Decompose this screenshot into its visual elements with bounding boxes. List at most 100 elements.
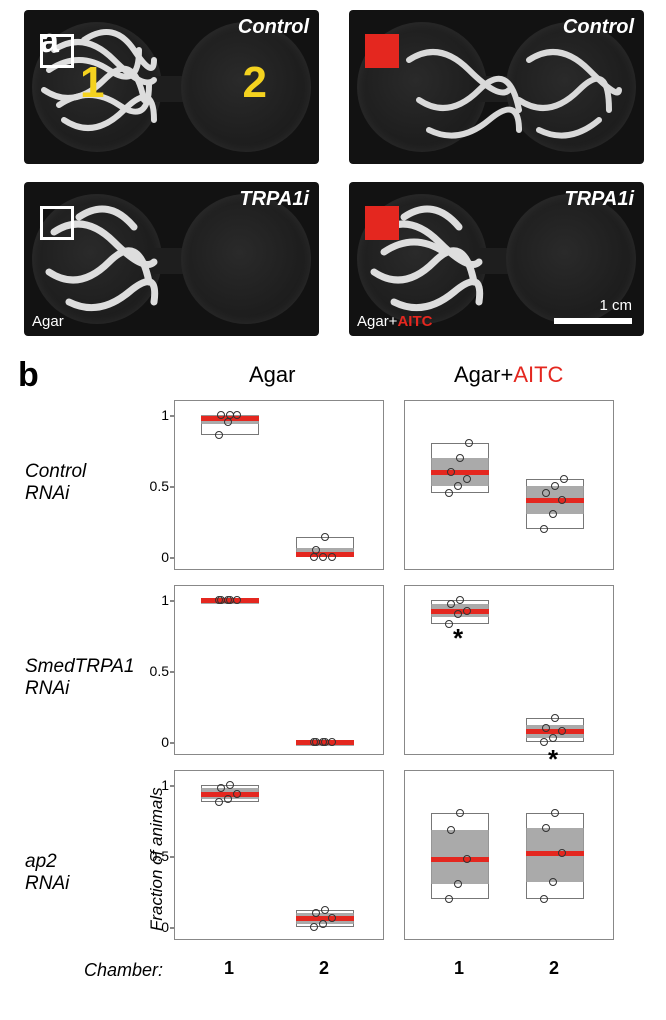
- data-point: [321, 906, 329, 914]
- data-point: [463, 855, 471, 863]
- data-point: [321, 738, 329, 746]
- data-point: [551, 482, 559, 490]
- scalebar: [554, 318, 632, 324]
- chamber-num-1: 1: [224, 958, 234, 979]
- chamber-num-2: 2: [549, 958, 559, 979]
- x-axis-label: Chamber:: [84, 960, 163, 981]
- data-point: [560, 475, 568, 483]
- y-tick: 0: [161, 919, 169, 935]
- panel-a-row-top: 1 2 Control: [24, 10, 644, 164]
- aitc-marker-filled: [365, 206, 399, 240]
- y-tick-mark: [170, 557, 175, 559]
- median-line: [431, 857, 489, 862]
- y-tick-mark: [170, 600, 175, 602]
- y-tick-mark: [170, 486, 175, 488]
- median-line: [526, 851, 584, 856]
- data-point: [226, 596, 234, 604]
- panel-a: a 1 2 Co: [24, 10, 644, 354]
- data-point: [215, 798, 223, 806]
- data-point: [456, 454, 464, 462]
- agar-prefix: Agar+: [454, 362, 513, 387]
- chamber-number-2: 2: [243, 58, 267, 108]
- data-point: [456, 596, 464, 604]
- median-line: [526, 498, 584, 503]
- y-tick: 0.5: [150, 478, 169, 494]
- row-label-smed: SmedTRPA1RNAi: [25, 656, 165, 700]
- row-label-ap2: ap2RNAi: [25, 851, 165, 895]
- data-point: [312, 909, 320, 917]
- data-point: [328, 553, 336, 561]
- scalebar-label: 1 cm: [599, 297, 632, 314]
- data-point: [217, 784, 225, 792]
- data-point: [224, 795, 232, 803]
- y-tick-mark: [170, 927, 175, 929]
- data-point: [445, 895, 453, 903]
- chamber-num-2: 2: [319, 958, 329, 979]
- data-point: [310, 553, 318, 561]
- figure-letter-a: a: [40, 22, 59, 61]
- aitc-text: AITC: [397, 313, 432, 330]
- aitc-text: AITC: [513, 362, 563, 387]
- plot-control-aitc: [404, 400, 614, 570]
- genotype-label: Control: [563, 16, 634, 39]
- genotype-label: TRPA1i: [564, 188, 634, 211]
- data-point: [540, 525, 548, 533]
- data-point: [540, 895, 548, 903]
- y-tick: 1: [161, 592, 169, 608]
- plot-ap2-agar: ap2RNAi Fraction of animals 00.51: [174, 770, 384, 940]
- genotype-label: Control: [238, 16, 309, 39]
- col-title-aitc: Agar+AITC: [454, 362, 563, 388]
- substrate-label: Agar+AITC: [357, 313, 432, 330]
- aitc-marker-filled: [365, 34, 399, 68]
- data-point: [463, 607, 471, 615]
- chamber-num-1: 1: [454, 958, 464, 979]
- plot-control-agar: ControlRNAi 00.51: [174, 400, 384, 570]
- median-line: [526, 729, 584, 734]
- data-point: [540, 738, 548, 746]
- chamber-number-1: 1: [80, 58, 104, 108]
- y-tick-mark: [170, 856, 175, 858]
- y-tick-mark: [170, 671, 175, 673]
- data-point: [447, 468, 455, 476]
- y-tick: 0.5: [150, 663, 169, 679]
- col-title-agar: Agar: [249, 362, 295, 388]
- well-control-agar: 1 2 Control: [24, 10, 319, 164]
- y-tick: 1: [161, 407, 169, 423]
- data-point: [226, 781, 234, 789]
- y-tick: 0.5: [150, 848, 169, 864]
- data-point: [445, 489, 453, 497]
- genotype-label: TRPA1i: [239, 188, 309, 211]
- substrate-label: Agar: [32, 313, 64, 330]
- agar-marker-open: [40, 206, 74, 240]
- data-point: [549, 878, 557, 886]
- well-trpa1i-aitc: TRPA1i Agar+AITC 1 cm: [349, 182, 644, 336]
- data-point: [310, 923, 318, 931]
- y-tick: 0: [161, 549, 169, 565]
- y-tick-mark: [170, 785, 175, 787]
- well-control-aitc: Control: [349, 10, 644, 164]
- data-point: [542, 824, 550, 832]
- data-point: [558, 496, 566, 504]
- panel-a-row-bottom: TRPA1i Agar: [24, 182, 644, 336]
- y-tick-mark: [170, 742, 175, 744]
- data-point: [542, 724, 550, 732]
- data-point: [463, 475, 471, 483]
- data-point: [454, 482, 462, 490]
- data-point: [319, 920, 327, 928]
- y-tick: 0: [161, 734, 169, 750]
- data-point: [226, 411, 234, 419]
- data-point: [558, 727, 566, 735]
- agar-text: Agar+: [357, 313, 397, 330]
- data-point: [454, 610, 462, 618]
- data-point: [445, 620, 453, 628]
- plot-ap2-aitc: [404, 770, 614, 940]
- well-trpa1i-agar: TRPA1i Agar: [24, 182, 319, 336]
- data-point: [558, 849, 566, 857]
- data-point: [549, 734, 557, 742]
- figure-letter-b: b: [18, 356, 39, 395]
- plot-smed-aitc: **: [404, 585, 614, 755]
- y-tick-mark: [170, 415, 175, 417]
- y-tick: 1: [161, 777, 169, 793]
- data-point: [319, 553, 327, 561]
- row-label-control: ControlRNAi: [25, 461, 165, 505]
